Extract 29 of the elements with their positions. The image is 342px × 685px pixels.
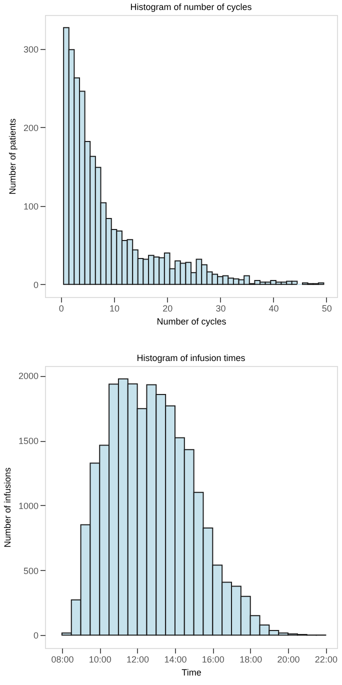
y-tick-label: 1500 bbox=[18, 436, 38, 446]
x-tick-label: 10 bbox=[110, 304, 120, 314]
x-tick-label: 16:00 bbox=[202, 654, 224, 664]
y-tick-label: 1000 bbox=[18, 500, 38, 511]
chart-title: Histogram of number of cycles bbox=[130, 2, 252, 12]
y-axis-title: Number of infusions bbox=[2, 466, 12, 548]
y-tick-label: 2000 bbox=[18, 371, 38, 382]
y-tick-label: 200 bbox=[23, 122, 38, 133]
y-tick-label: 300 bbox=[23, 44, 38, 54]
y-axis-title: Number of patients bbox=[7, 118, 18, 195]
x-tick-label: 20 bbox=[162, 304, 173, 314]
x-tick-label: 14:00 bbox=[164, 654, 187, 664]
y-tick-label: 0 bbox=[33, 630, 38, 641]
y-tick-label: 500 bbox=[23, 566, 38, 576]
x-tick-label: 30 bbox=[216, 304, 226, 314]
x-tick-label: 40 bbox=[268, 304, 279, 314]
chart-title: Histogram of infusion times bbox=[136, 353, 246, 363]
x-tick-label: 20:00 bbox=[277, 654, 300, 664]
x-tick-label: 0 bbox=[58, 304, 64, 314]
x-tick-label: 50 bbox=[322, 304, 332, 314]
y-tick-label: 100 bbox=[23, 201, 38, 212]
x-tick-label: 22:00 bbox=[314, 654, 338, 664]
x-tick-label: 12:00 bbox=[126, 654, 150, 664]
x-tick-label: 10:00 bbox=[88, 654, 112, 664]
x-tick-label: 08:00 bbox=[51, 654, 74, 664]
x-axis-title: Time bbox=[182, 668, 202, 678]
x-axis-title: Number of cycles bbox=[156, 316, 227, 326]
x-tick-label: 18:00 bbox=[240, 654, 262, 664]
y-tick-label: 0 bbox=[33, 280, 38, 290]
